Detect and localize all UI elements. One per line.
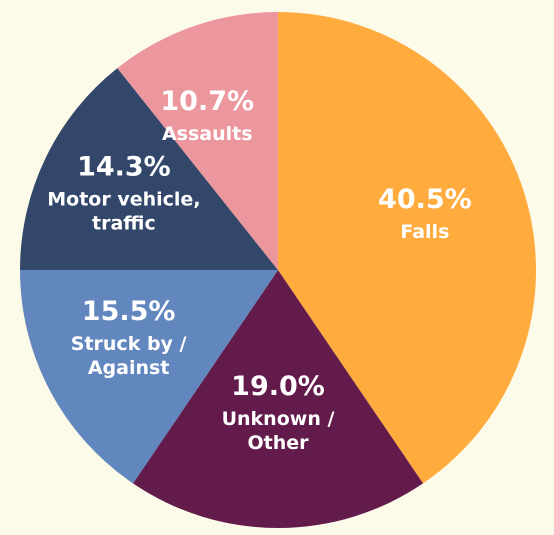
slice-label-assaults-line-1: Assaults [162, 123, 253, 145]
slice-label-unknown-other-line-2: Other [247, 432, 309, 454]
slice-percent-unknown-other: 19.0% [231, 371, 325, 402]
slice-falls [278, 12, 536, 484]
slice-struck-by-against [20, 270, 278, 484]
slice-label-struck-by-against-line-2: Against [88, 357, 170, 379]
slice-label-struck-by-against-line-1: Struck by / [71, 333, 187, 355]
slice-unknown-other [132, 270, 424, 528]
slice-percent-assaults: 10.7% [160, 86, 254, 117]
slice-percent-falls: 40.5% [378, 184, 472, 215]
slice-assaults [117, 12, 278, 270]
slice-percent-struck-by-against: 15.5% [82, 296, 176, 327]
slice-label-unknown-other-line-1: Unknown / [222, 408, 335, 430]
slice-label-falls-line-1: Falls [400, 221, 449, 243]
slice-label-motor-vehicle-traffic-line-2: traffic [92, 213, 156, 235]
slice-motor-vehicle-traffic [20, 68, 278, 270]
slice-percent-motor-vehicle-traffic: 14.3% [77, 152, 171, 183]
slice-label-motor-vehicle-traffic-line-1: Motor vehicle, [47, 189, 200, 211]
